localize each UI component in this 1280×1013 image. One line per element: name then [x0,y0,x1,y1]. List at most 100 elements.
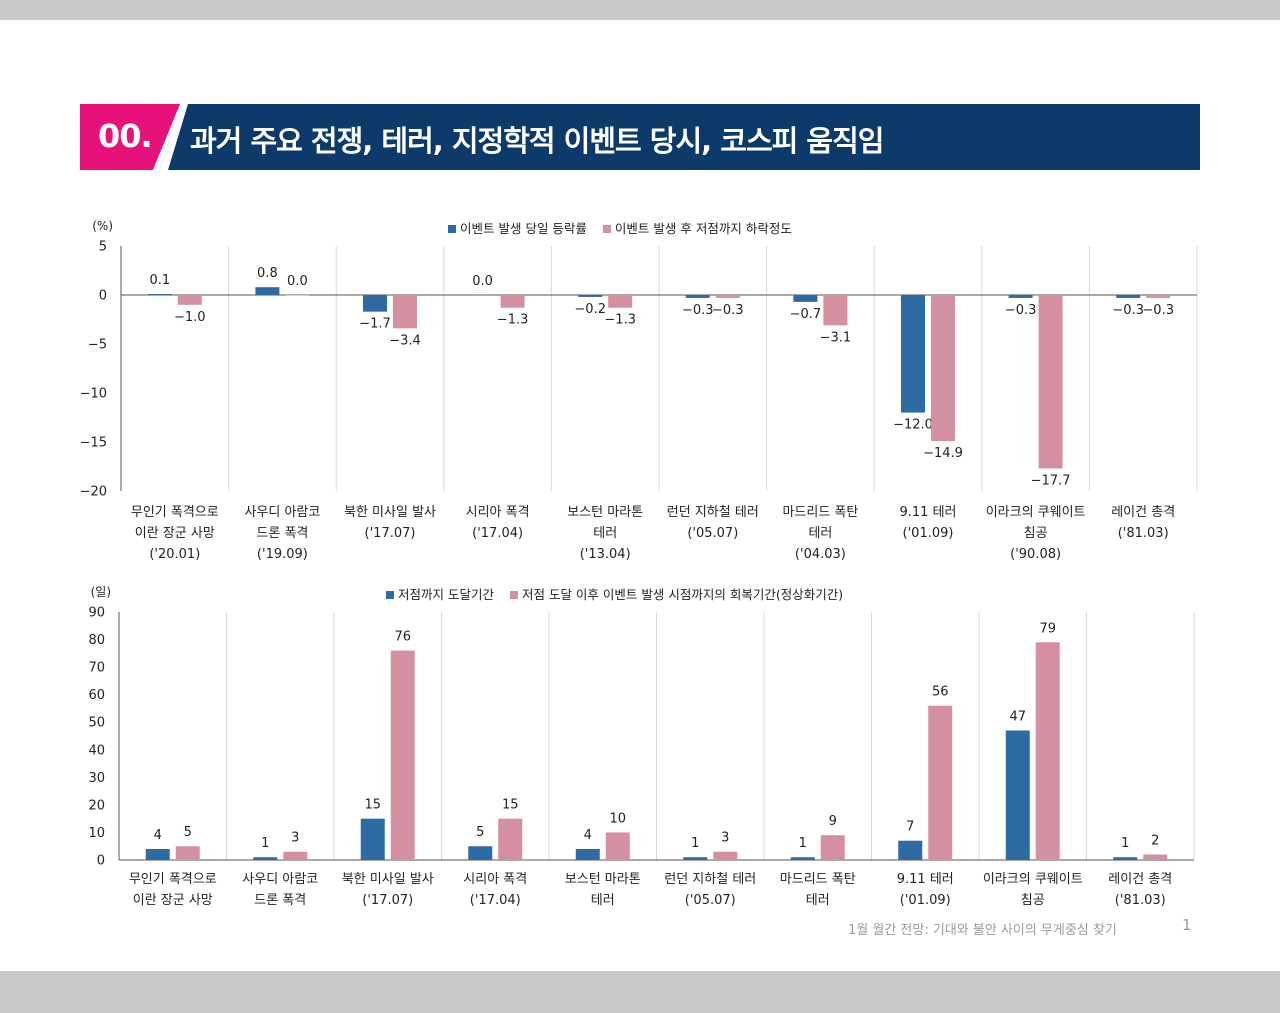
section-header-background [80,104,1200,170]
y-tick-label: 30 [88,771,105,786]
x-category-label: ('81.03) [1118,526,1169,541]
y-tick-label: 50 [88,716,105,731]
data-label-series-1: −0.3 [682,303,714,318]
data-label-series-2: 79 [1039,621,1056,636]
x-category-label: 북한 미사일 발사 [342,872,434,887]
bar-series-1 [145,848,170,860]
data-label-series-1: 4 [584,828,592,843]
data-label-series-1: 0.8 [257,266,278,281]
legend-swatch-2 [509,591,518,599]
data-label-series-2: −0.3 [712,303,744,318]
data-label-series-2: −1.3 [497,313,529,328]
bar-series-2 [1038,295,1063,469]
y-axis-unit-label: (%) [92,219,113,233]
bar-series-1 [575,848,600,860]
data-label-series-2: 5 [184,825,192,840]
data-label-series-1: −0.7 [790,307,822,322]
bar-series-1 [363,295,387,312]
data-label-series-1: 47 [1009,709,1026,724]
data-label-series-2: −0.3 [1142,303,1174,318]
x-category-label: ('90.08) [1010,547,1061,562]
bar-series-2 [820,835,845,860]
bar-series-2 [1146,295,1171,298]
x-category-label: ('17.04) [472,526,523,541]
y-axis-unit-label: (일) [91,585,111,599]
x-category-label: ('01.09) [900,893,951,908]
data-label-series-1: 0.1 [149,273,170,288]
chart-recovery-days: (일) 저점까지 도달기간 저점 도달 이후 이벤트 발생 시점까지의 회복기간(정… [88,585,1195,908]
data-label-series-1: 1 [261,836,269,851]
data-label-series-1: −12.0 [893,418,933,433]
x-category-label: 테러 [806,893,830,908]
x-category-label: ('20.01) [149,547,200,562]
data-label-series-2: −1.0 [174,310,206,325]
data-label-series-2: 2 [1151,833,1159,848]
x-category-label: 레이건 총격 [1111,505,1175,520]
y-tick-label: 40 [88,743,105,758]
bar-series-2 [500,295,525,308]
data-label-series-2: 9 [829,814,837,829]
bar-series-1 [253,857,278,860]
data-label-series-2: 3 [291,831,299,846]
x-category-label: 보스턴 마라톤 [565,872,641,887]
x-category-label: 런던 지하철 테러 [664,872,756,887]
x-category-label: 이란 장군 사망 [133,893,213,908]
legend-label-1: 이벤트 발생 당일 등락률 [460,221,587,236]
data-label-series-1: −0.3 [1112,303,1144,318]
bar-series-1 [1116,295,1141,298]
data-label-series-1: −0.3 [1005,303,1037,318]
x-category-label: ('81.03) [1115,893,1166,908]
x-category-label: ('01.09) [903,526,954,541]
legend-label-1: 저점까지 도달기간 [398,587,494,602]
bar-series-2 [390,650,415,860]
x-category-label: ('05.07) [687,526,738,541]
legend-swatch-1 [386,591,394,599]
data-label-series-1: 1 [1121,836,1129,851]
y-tick-label: 80 [88,633,105,648]
y-tick-label: 0 [97,854,105,869]
data-label-series-1: 7 [906,820,914,835]
bar-series-1 [901,295,925,413]
x-category-label: 마드리드 폭탄 [782,505,858,520]
bar-series-1 [468,846,493,860]
y-tick-label: −5 [88,338,107,353]
y-tick-label: 5 [99,240,107,255]
bar-series-2 [713,851,738,860]
data-label-series-2: 0.0 [287,274,308,289]
data-label-series-1: 4 [154,828,162,843]
bar-series-1 [147,294,172,295]
legend-swatch-2 [602,225,611,233]
data-label-series-1: 1 [691,836,699,851]
page-title: 과거 주요 전쟁, 테러, 지정학적 이벤트 당시, 코스피 움직임 [190,124,884,158]
x-category-label: 테러 [808,526,832,541]
bar-series-2 [1035,642,1060,860]
y-tick-label: 90 [88,606,105,621]
legend-swatch-1 [448,225,456,233]
x-category-label: 이라크의 쿠웨이트 [986,505,1086,520]
data-label-series-2: 15 [502,798,519,813]
x-category-label: 드론 폭격 [254,893,306,908]
bar-series-2 [393,295,417,329]
data-label-series-2: −1.3 [604,313,636,328]
bar-series-2 [285,295,310,296]
bar-series-2 [605,832,630,860]
bar-series-2 [715,295,740,298]
x-category-label: 침공 [1021,893,1045,908]
data-label-series-1: 15 [364,798,381,813]
bar-series-1 [1005,730,1030,860]
y-tick-label: −15 [80,436,107,451]
x-category-label: 런던 지하철 테러 [667,505,759,520]
y-tick-label: −10 [80,387,107,402]
data-label-series-2: −3.4 [389,333,421,348]
bar-series-1 [793,295,818,302]
bar-series-2 [928,705,953,860]
bar-series-2 [175,846,200,860]
data-label-series-1: −0.2 [574,302,606,317]
x-category-label: 마드리드 폭탄 [780,872,856,887]
bar-series-1 [470,295,495,296]
data-label-series-2: 10 [609,811,626,826]
y-tick-label: 10 [88,826,105,841]
x-category-label: ('04.03) [795,547,846,562]
y-tick-label: −20 [80,485,107,500]
bar-series-1 [790,857,815,860]
